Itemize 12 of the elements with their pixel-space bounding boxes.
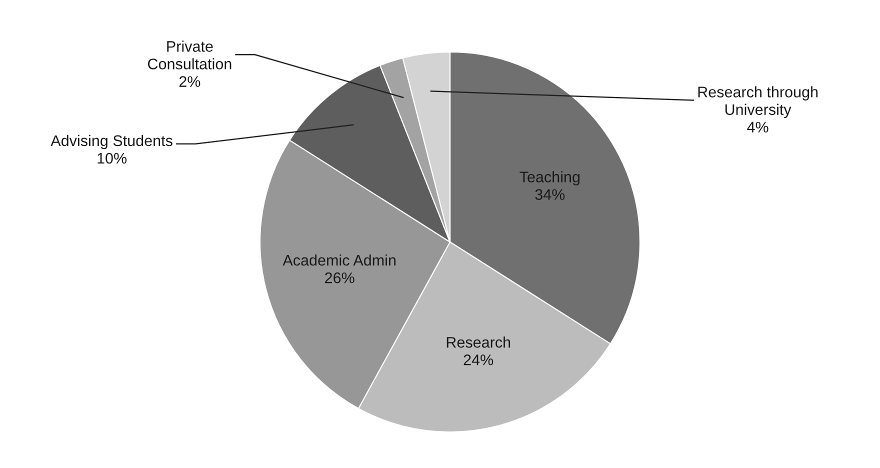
data-label: 24% xyxy=(464,354,494,366)
data-label: 26% xyxy=(325,272,354,284)
slice-label: Private Consultation xyxy=(148,40,232,70)
data-label: 4% xyxy=(747,122,768,133)
data-label: 2% xyxy=(179,76,200,87)
data-label: 34% xyxy=(535,189,565,200)
slice-label: Academic Admin xyxy=(282,254,396,266)
slice-label: Research xyxy=(446,336,510,348)
slice-label: Research through University xyxy=(698,86,818,118)
data-label: 10% xyxy=(98,152,127,164)
slice-label: Advising Students xyxy=(50,134,172,150)
slice-label: Teaching xyxy=(520,171,580,186)
